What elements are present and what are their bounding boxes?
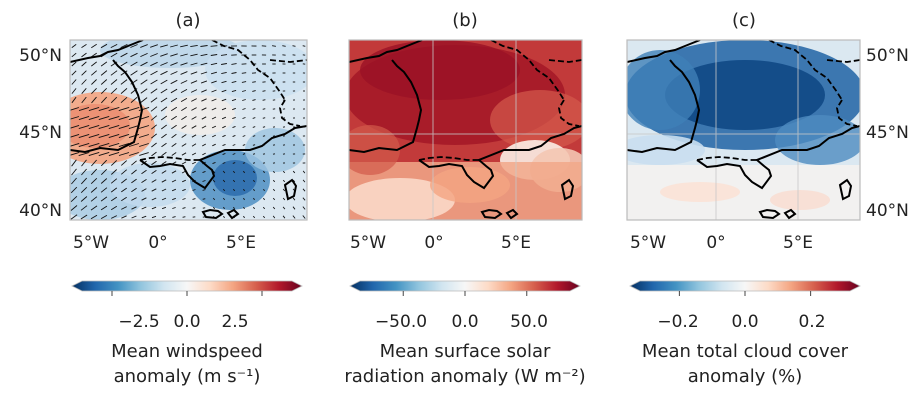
colorbar-b-ticks [403, 291, 527, 296]
colorbar-a-label-line2: anomaly (m s⁻¹) [114, 366, 261, 387]
colorbar-a: −2.5 0.0 2.5 Mean windspeed anomaly (m s… [72, 281, 302, 387]
panel-a-ytick-3: 40°N [19, 201, 62, 221]
colorbar-b-label-line1: Mean surface solar [380, 341, 551, 362]
wind-vector [272, 46, 276, 47]
colorbar-c-tick-2: 0.0 [731, 312, 758, 332]
colorbar-a-label-line1: Mean windspeed [111, 341, 263, 362]
panel-b-label: (b) [452, 10, 477, 31]
panel-a: (a) 5°W [19, 10, 315, 253]
wind-vector [253, 145, 255, 146]
wind-vector [293, 46, 296, 47]
panel-b: (b) [340, 10, 590, 253]
wind-vector [183, 217, 186, 218]
wind-vector [263, 127, 265, 128]
colorbar-b-tick-1: −50.0 [375, 312, 427, 332]
colorbar-a-ticks [112, 291, 262, 296]
colorbar-c-label-line2: anomaly (%) [688, 366, 803, 387]
wind-vector [193, 208, 196, 209]
colorbar-c-label-line1: Mean total cloud cover [642, 341, 849, 362]
panel-a-xtick-1: 5°W [73, 233, 109, 253]
colorbar-a-tick-2: 0.0 [173, 312, 200, 332]
wind-vector [263, 109, 266, 110]
colorbar-b-tick-2: 0.0 [451, 312, 478, 332]
colorbar-b: −50.0 0.0 50.0 Mean surface solar radiat… [344, 281, 585, 387]
colorbar-b-tick-3: 50.0 [510, 312, 548, 332]
colorbar-c-tick-1: −0.2 [657, 312, 698, 332]
wind-vector [252, 82, 256, 83]
colorbar-b-label-line2: radiation anomaly (W m⁻²) [344, 366, 585, 387]
panel-c-ytick-1: 50°N [866, 46, 909, 66]
panel-c-map [615, 40, 865, 220]
panel-b-xtick-2: 0° [424, 233, 443, 253]
panel-c-ytick-3: 40°N [866, 201, 909, 221]
wind-vector [263, 118, 265, 119]
panel-c-xtick-3: 5°E [783, 233, 813, 253]
panel-b-map [340, 40, 590, 222]
colorbar-a-tick-1: −2.5 [118, 312, 159, 332]
wind-vector [263, 100, 266, 101]
wind-vector [263, 136, 265, 137]
colorbar-c-ticks [679, 291, 810, 296]
panel-a-ytick-1: 50°N [19, 46, 62, 66]
panel-a-ytick-2: 45°N [19, 123, 62, 143]
panel-a-xtick-3: 5°E [226, 233, 256, 253]
wind-vector [211, 46, 218, 47]
panel-b-xtick-1: 5°W [350, 233, 386, 253]
panel-c-label: (c) [732, 10, 756, 31]
panel-c-xtick-2: 0° [706, 233, 725, 253]
wind-vector [282, 46, 285, 47]
panel-c-xtick-1: 5°W [630, 233, 666, 253]
colorbar-c: −0.2 0.0 0.2 Mean total cloud cover anom… [630, 281, 860, 387]
wind-vector [242, 73, 246, 74]
wind-vector [203, 199, 206, 200]
panel-c-ytick-2: 45°N [866, 123, 909, 143]
wind-vector [303, 46, 306, 47]
wind-vector [253, 163, 255, 164]
wind-vector [263, 91, 266, 92]
panel-a-xtick-2: 0° [148, 233, 167, 253]
wind-vector [253, 154, 255, 155]
colorbar-c-tick-3: 0.2 [798, 312, 825, 332]
panel-c: (c) [615, 10, 909, 253]
wind-vector [243, 163, 245, 164]
colorbar-a-tick-3: 2.5 [221, 312, 248, 332]
panel-a-label: (a) [175, 10, 200, 31]
panel-b-xtick-3: 5°E [501, 233, 531, 253]
